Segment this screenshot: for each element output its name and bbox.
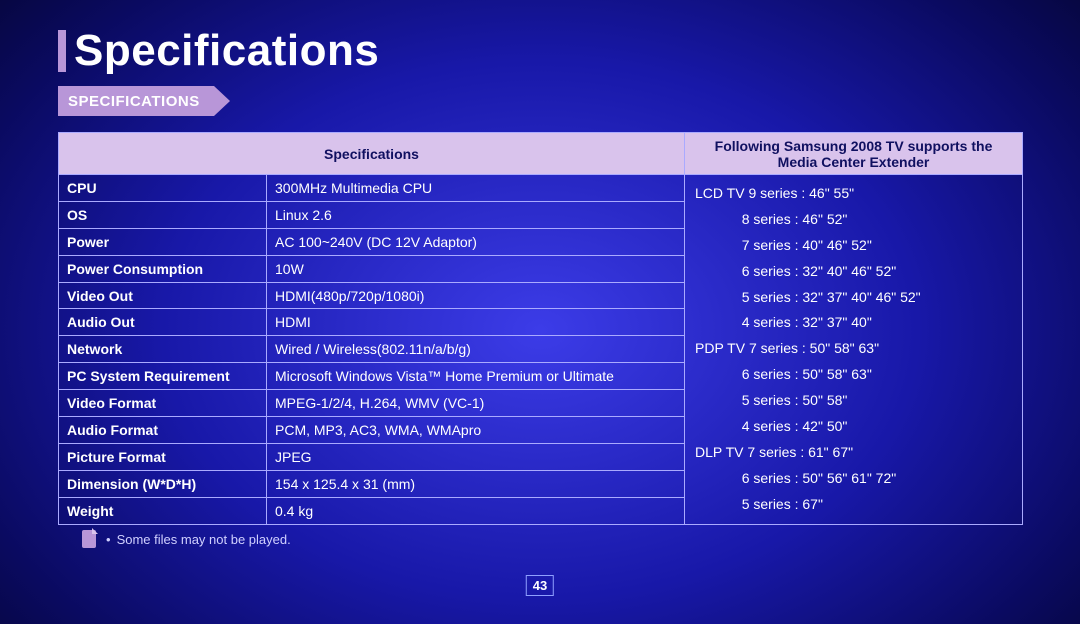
spec-value: Microsoft Windows Vista™ Home Premium or…: [267, 363, 685, 390]
table-row: CPU300MHz Multimedia CPULCD TV 9 series …: [59, 175, 1023, 202]
tv-support-line: LCD TV 9 series : 46" 55": [695, 181, 1012, 207]
title-accent-bar: [58, 30, 66, 72]
spec-value: PCM, MP3, AC3, WMA, WMApro: [267, 417, 685, 444]
spec-label: Weight: [59, 497, 267, 524]
spec-label: Picture Format: [59, 443, 267, 470]
tv-support-line: 5 series : 32" 37" 40" 46" 52": [695, 285, 1012, 311]
spec-label: Audio Format: [59, 417, 267, 444]
spec-label: Video Out: [59, 282, 267, 309]
header-spec: Specifications: [59, 133, 685, 175]
spec-value: MPEG-1/2/4, H.264, WMV (VC-1): [267, 390, 685, 417]
spec-value: 0.4 kg: [267, 497, 685, 524]
spec-label: Power Consumption: [59, 255, 267, 282]
spec-label: Dimension (W*D*H): [59, 470, 267, 497]
footnote-text: Some files may not be played.: [117, 532, 291, 547]
page-title: Specifications: [74, 26, 379, 76]
spec-label: Audio Out: [59, 309, 267, 336]
page-number: 43: [526, 575, 554, 596]
tv-support-line: 5 series : 50" 58": [695, 388, 1012, 414]
spec-value: 10W: [267, 255, 685, 282]
spec-value: JPEG: [267, 443, 685, 470]
ribbon-label: SPECIFICATIONS: [58, 86, 214, 116]
section-ribbon: SPECIFICATIONS: [58, 86, 230, 116]
spec-label: Network: [59, 336, 267, 363]
tv-support-line: 5 series : 67": [695, 492, 1012, 518]
tv-support-line: 6 series : 50" 56" 61" 72": [695, 466, 1012, 492]
note-icon: [82, 530, 96, 548]
spec-label: OS: [59, 201, 267, 228]
spec-label: PC System Requirement: [59, 363, 267, 390]
spec-table: Specifications Following Samsung 2008 TV…: [58, 132, 1023, 525]
tv-support-line: 8 series : 46" 52": [695, 207, 1012, 233]
spec-value: 154 x 125.4 x 31 (mm): [267, 470, 685, 497]
spec-label: Video Format: [59, 390, 267, 417]
footnote: • Some files may not be played.: [82, 530, 291, 548]
tv-support-line: 7 series : 40" 46" 52": [695, 233, 1012, 259]
tv-support-line: PDP TV 7 series : 50" 58" 63": [695, 336, 1012, 362]
tv-support-line: 4 series : 32" 37" 40": [695, 310, 1012, 336]
spec-value: Wired / Wireless(802.11n/a/b/g): [267, 336, 685, 363]
tv-support-line: 4 series : 42" 50": [695, 414, 1012, 440]
spec-label: Power: [59, 228, 267, 255]
tv-support-line: 6 series : 50" 58" 63": [695, 362, 1012, 388]
header-tv: Following Samsung 2008 TV supports the M…: [685, 133, 1023, 175]
spec-value: Linux 2.6: [267, 201, 685, 228]
ribbon-arrow-icon: [214, 86, 230, 116]
tv-support-cell: LCD TV 9 series : 46" 55" 8 series : 46"…: [685, 175, 1023, 525]
footnote-bullet: •: [106, 532, 111, 547]
spec-label: CPU: [59, 175, 267, 202]
spec-value: AC 100~240V (DC 12V Adaptor): [267, 228, 685, 255]
tv-support-line: 6 series : 32" 40" 46" 52": [695, 259, 1012, 285]
page-title-block: Specifications: [58, 26, 379, 76]
table-header-row: Specifications Following Samsung 2008 TV…: [59, 133, 1023, 175]
spec-value: 300MHz Multimedia CPU: [267, 175, 685, 202]
tv-support-line: DLP TV 7 series : 61" 67": [695, 440, 1012, 466]
spec-value: HDMI: [267, 309, 685, 336]
spec-value: HDMI(480p/720p/1080i): [267, 282, 685, 309]
